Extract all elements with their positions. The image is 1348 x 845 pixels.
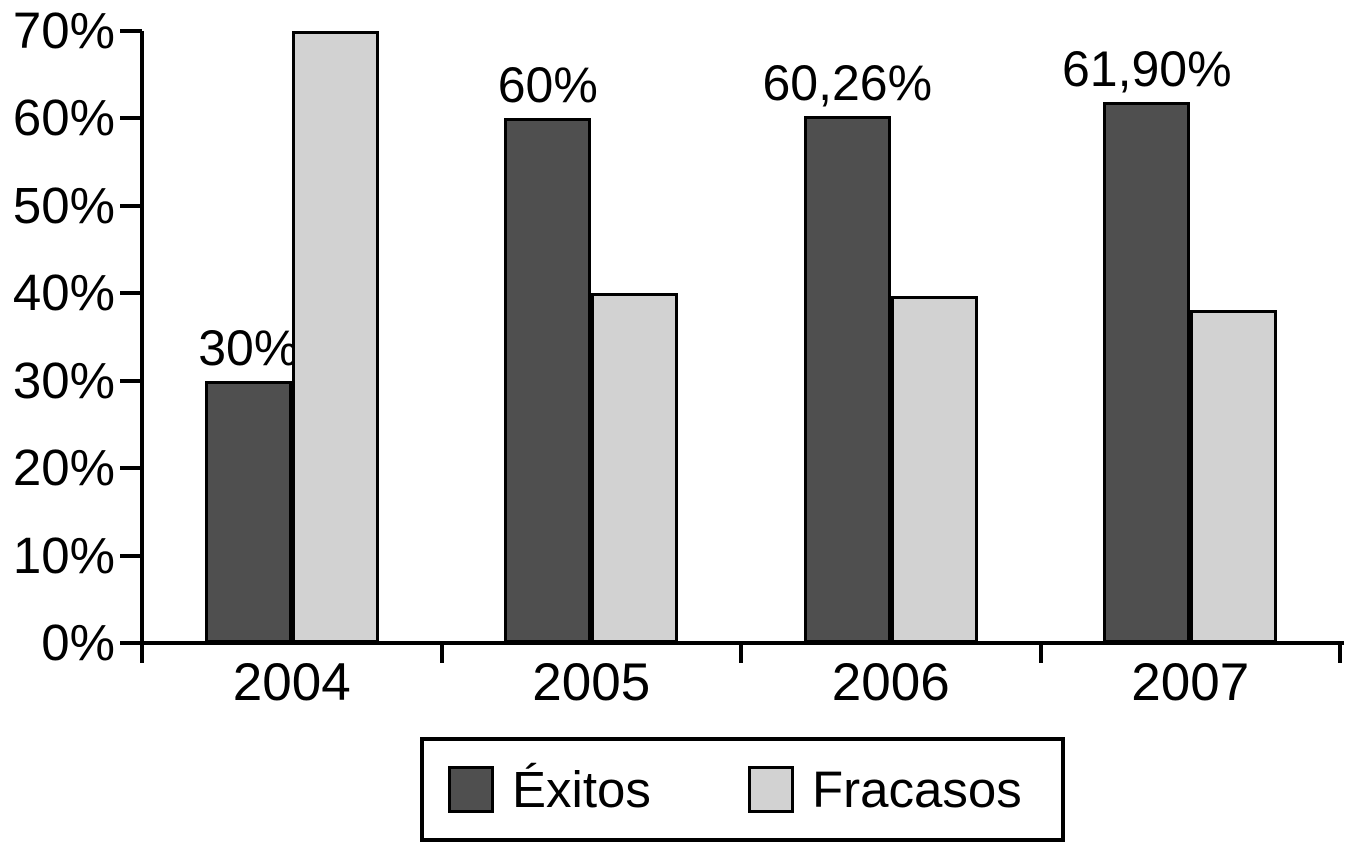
bar-fracasos-2004 [291,31,379,643]
x-tick-label: 2007 [1131,653,1250,712]
bar-exitos-2007 [1103,101,1191,643]
y-tick-label: 70% [12,2,115,59]
x-tick [439,643,444,663]
legend-label-fracasos: Fracasos [812,760,1022,818]
exitos-swatch [448,766,494,813]
y-tick-label: 50% [12,176,115,234]
x-tick [739,643,743,663]
legend-item-exitos: Éxitos [448,741,651,838]
x-tick [1038,643,1043,663]
bar-fracasos-2007 [1190,309,1278,643]
chart-legend: Éxitos Fracasos [420,737,1065,842]
y-tick [120,641,142,645]
value-label: 60,26% [762,55,933,112]
x-tick [1338,643,1342,663]
value-label: 60% [497,57,598,114]
x-tick-label: 2005 [532,653,651,712]
y-tick [120,466,142,471]
y-axis-line [140,31,144,645]
legend-item-fracasos: Fracasos [748,741,1022,838]
bar-exitos-2006 [803,116,891,643]
y-tick-label: 40% [12,264,115,322]
fracasos-swatch [748,766,794,813]
y-tick [120,29,142,33]
value-label: 30% [198,319,299,376]
y-tick [120,378,142,383]
y-tick [120,553,142,558]
bar-exitos-2004 [204,380,292,643]
x-tick-label: 2006 [831,653,950,712]
x-tick [140,643,144,663]
y-tick [120,116,142,121]
y-tick-label: 0% [41,614,115,671]
y-tick-label: 20% [12,439,115,497]
bar-fracasos-2006 [890,295,978,643]
y-tick [120,291,142,296]
legend-label-exitos: Éxitos [512,760,651,818]
bar-exitos-2005 [504,118,592,643]
y-tick-label: 30% [12,351,115,409]
y-tick-label: 60% [12,89,115,147]
value-label: 61,90% [1061,40,1232,97]
bar-fracasos-2005 [591,293,679,643]
x-tick-label: 2004 [232,653,351,712]
y-tick-label: 10% [12,526,115,584]
y-tick [120,203,142,208]
